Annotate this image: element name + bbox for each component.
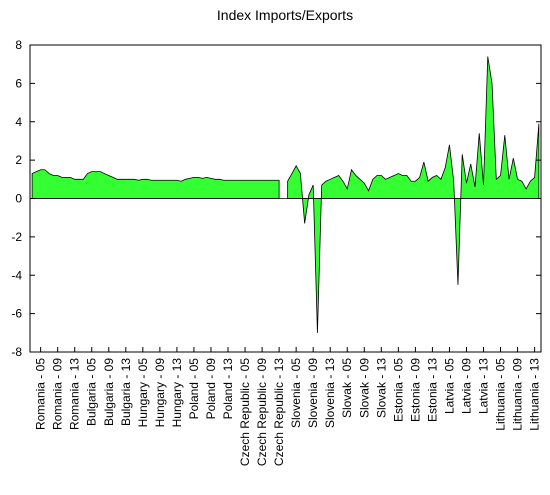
y-tick-label: 2 [15,153,22,167]
x-tick-label: Slovenia - 05 [289,358,303,428]
x-tick-label: Slovak - 05 [340,358,354,418]
x-tick-label: Slovak - 09 [357,358,371,418]
x-tick-label: Bulgaria - 05 [85,358,99,426]
x-tick-label: Latvia - 13 [477,358,491,414]
x-tick-label: Poland - 13 [221,358,235,420]
x-tick-label: Poland - 05 [187,358,201,420]
x-tick-label: Bulgaria - 09 [102,358,116,426]
x-tick-label: Czech Republic - 09 [255,358,269,466]
y-tick-label: 0 [15,192,22,206]
x-tick-label: Poland - 09 [204,358,218,420]
y-tick-label: -4 [11,268,22,282]
x-tick-label: Slovak - 13 [374,358,388,418]
x-tick-label: Hungary - 05 [136,358,150,428]
x-tick-label: Estonia - 13 [425,358,439,422]
y-tick-label: -2 [11,230,22,244]
x-tick-label: Czech Republic - 13 [272,358,286,466]
x-tick-label: Lithuania - 09 [511,358,525,431]
y-tick-label: -8 [11,345,22,359]
area [287,56,540,333]
x-tick-label: Bulgaria - 13 [119,358,133,426]
x-tick-label: Czech Republic - 05 [238,358,252,466]
y-tick-label: 4 [15,115,22,129]
y-tick-label: 6 [15,76,22,90]
x-tick-label: Latvia - 05 [442,358,456,414]
x-tick-label: Slovenia - 13 [323,358,337,428]
x-tick-label: Lithuania - 05 [494,358,508,431]
y-tick-label: 8 [15,38,22,52]
x-tick-label: Latvia - 09 [459,358,473,414]
x-tick-label: Lithuania - 13 [528,358,542,431]
x-tick-label: Hungary - 13 [170,358,184,428]
x-tick-label: Hungary - 09 [153,358,167,428]
x-tick-label: Slovenia - 09 [306,358,320,428]
y-tick-label: -6 [11,307,22,321]
x-tick-label: Romania - 05 [34,358,48,430]
x-tick-label: Estonia - 09 [408,358,422,422]
area [31,169,280,199]
x-tick-label: Romania - 09 [51,358,65,430]
x-tick-label: Estonia - 05 [391,358,405,422]
chart-title: Index Imports/Exports [217,7,353,23]
x-tick-label: Romania - 13 [68,358,82,430]
